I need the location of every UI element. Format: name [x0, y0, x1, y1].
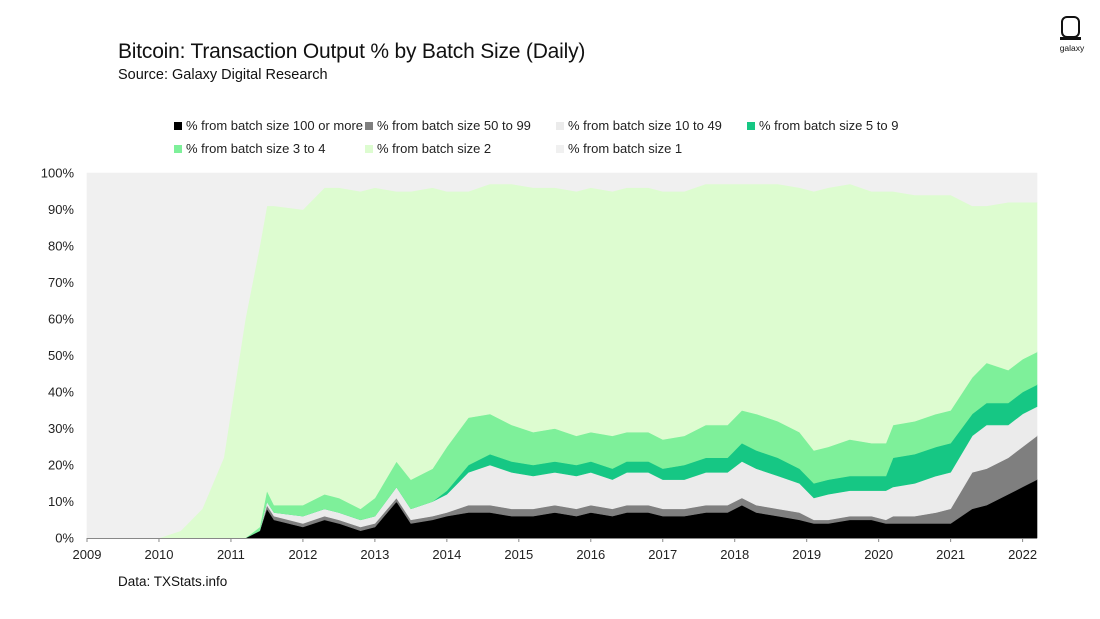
legend-label: % from batch size 5 to 9 [759, 118, 899, 133]
y-tick-label: 30% [48, 421, 74, 436]
y-axis: 0% 10% 20% 30% 40% 50% 60% 70% 80% 90% 100% [41, 166, 75, 546]
legend-swatch [174, 121, 182, 130]
y-tick-label: 70% [48, 275, 74, 290]
x-tick-label: 2009 [73, 547, 102, 562]
x-tick-label: 2016 [576, 547, 605, 562]
legend-swatch [174, 144, 182, 153]
data-source-note: Data: TXStats.info [118, 574, 228, 589]
galaxy-logo-icon [1060, 16, 1081, 40]
x-tick-label: 2012 [288, 547, 317, 562]
legend-label: % from batch size 10 to 49 [568, 118, 722, 133]
legend-item: % from batch size 3 to 4 [174, 141, 325, 156]
legend-label: % from batch size 2 [377, 141, 492, 156]
x-tick-label: 2015 [504, 547, 533, 562]
legend-label: % from batch size 1 [568, 141, 683, 156]
x-tick-label: 2014 [432, 547, 461, 562]
legend-item: % from batch size 50 to 99 [365, 118, 531, 133]
x-tick-label: 2022 [1008, 547, 1037, 562]
legend-swatch [365, 121, 373, 130]
legend-item: % from batch size 10 to 49 [556, 118, 722, 133]
y-tick-label: 20% [48, 458, 74, 473]
y-tick-label: 90% [48, 202, 74, 217]
legend-item: % from batch size 100 or more [174, 118, 363, 133]
x-tick-label: 2018 [720, 547, 749, 562]
legend-swatch [747, 121, 755, 130]
x-tick-label: 2021 [936, 547, 965, 562]
y-tick-label: 0% [55, 531, 74, 546]
x-tick-label: 2020 [864, 547, 893, 562]
legend-label: % from batch size 3 to 4 [186, 141, 326, 156]
legend-swatch [556, 144, 564, 153]
chart-subtitle: Source: Galaxy Digital Research [118, 67, 328, 83]
chart-title: Bitcoin: Transaction Output % by Batch S… [118, 40, 586, 63]
y-tick-label: 10% [48, 494, 74, 509]
legend-item: % from batch size 5 to 9 [747, 118, 898, 133]
x-tick-label: 2019 [792, 547, 821, 562]
y-tick-label: 100% [41, 166, 75, 181]
series-areas [86, 172, 1038, 539]
x-tick-label: 2011 [217, 547, 245, 562]
y-tick-label: 40% [48, 385, 74, 400]
x-tick-label: 2017 [648, 547, 677, 562]
logo-text: galaxy [1059, 43, 1085, 53]
x-axis: 2009 2010 2011 2012 2013 2014 2015 2016 2017 2018… [73, 538, 1037, 562]
legend-label: % from batch size 50 to 99 [377, 118, 531, 133]
y-tick-label: 50% [48, 348, 74, 363]
y-tick-label: 80% [48, 239, 74, 254]
x-tick-label: 2010 [145, 547, 174, 562]
series-area-6 [86, 172, 1038, 539]
legend-swatch [556, 121, 564, 130]
legend-item: % from batch size 1 [556, 141, 682, 156]
legend-label: % from batch size 100 or more [186, 118, 364, 133]
legend-item: % from batch size 2 [365, 141, 491, 156]
x-tick-label: 2013 [360, 547, 389, 562]
brand-logo: galaxy [1054, 14, 1092, 58]
legend-swatch [365, 144, 373, 153]
y-tick-label: 60% [48, 312, 74, 327]
